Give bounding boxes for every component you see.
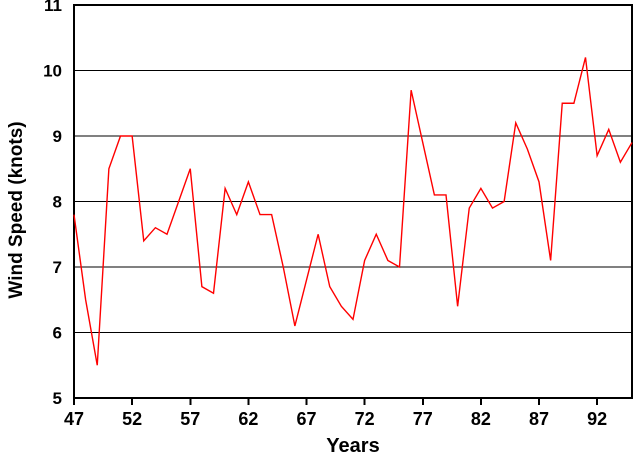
y-axis-tick-labels: 5 6 7 8 9 10 11 (43, 0, 62, 408)
x-axis-tick-labels: 47 52 57 62 67 72 77 82 87 92 (64, 409, 607, 429)
y-tick-label-9: 9 (53, 127, 62, 146)
y-axis-title: Wind Speed (knots) (6, 121, 27, 298)
x-axis-title: Years (326, 435, 379, 457)
gridlines (74, 70, 632, 333)
y-tick-label-6: 6 (53, 324, 62, 343)
plot-border (73, 4, 633, 399)
x-tick-label-72: 72 (355, 409, 375, 429)
y-tick-label-5: 5 (53, 389, 62, 408)
x-tick-label-52: 52 (122, 409, 142, 429)
x-tick-label-82: 82 (471, 409, 491, 429)
y-tick-label-10: 10 (43, 62, 62, 81)
x-tick-label-57: 57 (180, 409, 200, 429)
y-tick-label-8: 8 (53, 193, 62, 212)
x-tick-label-47: 47 (64, 409, 84, 429)
x-axis-ticks (73, 398, 599, 405)
y-tick-label-11: 11 (44, 0, 62, 15)
x-tick-label-77: 77 (413, 409, 433, 429)
x-tick-label-62: 62 (238, 409, 258, 429)
x-tick-label-87: 87 (529, 409, 549, 429)
y-tick-label-7: 7 (53, 258, 62, 277)
x-tick-label-92: 92 (587, 409, 607, 429)
x-tick-label-67: 67 (296, 409, 316, 429)
wind-speed-series-line (73, 57, 633, 366)
